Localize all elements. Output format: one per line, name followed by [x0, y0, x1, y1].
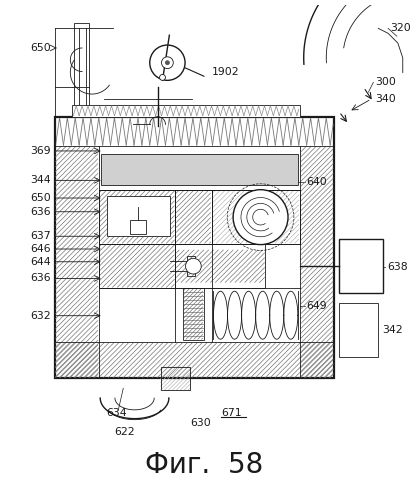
Text: 636: 636 [30, 273, 50, 283]
Bar [100, 154, 297, 185]
Text: 649: 649 [306, 301, 327, 311]
Bar [74, 23, 89, 117]
Text: 636: 636 [30, 207, 50, 217]
Bar [175, 244, 265, 288]
Circle shape [185, 258, 201, 274]
Text: 342: 342 [381, 325, 402, 335]
Text: 340: 340 [375, 94, 395, 104]
Bar [55, 117, 333, 378]
Text: 646: 646 [30, 244, 50, 254]
Bar [99, 190, 175, 244]
Text: 671: 671 [221, 408, 241, 418]
Text: 650: 650 [30, 43, 50, 53]
Text: 622: 622 [114, 427, 135, 438]
Bar [99, 244, 175, 288]
Bar [55, 117, 333, 146]
Text: 645: 645 [108, 228, 127, 238]
Text: 320: 320 [389, 23, 410, 33]
Text: 638: 638 [386, 261, 407, 271]
Bar [338, 239, 382, 293]
Circle shape [165, 61, 169, 65]
Text: 300: 300 [375, 77, 395, 87]
Text: 1902: 1902 [211, 67, 239, 77]
Circle shape [233, 190, 287, 245]
Circle shape [150, 45, 185, 80]
Text: 369: 369 [30, 146, 50, 156]
Bar [338, 303, 377, 357]
Bar [130, 220, 145, 235]
Circle shape [159, 74, 165, 80]
Text: 650: 650 [30, 193, 50, 203]
Bar [183, 288, 203, 340]
Text: 640: 640 [306, 177, 327, 187]
Text: 632: 632 [30, 311, 50, 321]
Text: 637: 637 [30, 231, 50, 241]
Text: 634: 634 [106, 408, 127, 418]
Bar [106, 196, 170, 236]
Text: Фиг.  58: Фиг. 58 [144, 451, 262, 479]
Bar [72, 105, 299, 117]
Text: 344: 344 [30, 175, 50, 185]
Text: 644: 644 [30, 257, 50, 267]
Bar [160, 367, 190, 390]
Bar [211, 190, 299, 244]
Bar [175, 190, 211, 244]
Circle shape [161, 57, 173, 68]
Text: 630: 630 [190, 418, 210, 428]
